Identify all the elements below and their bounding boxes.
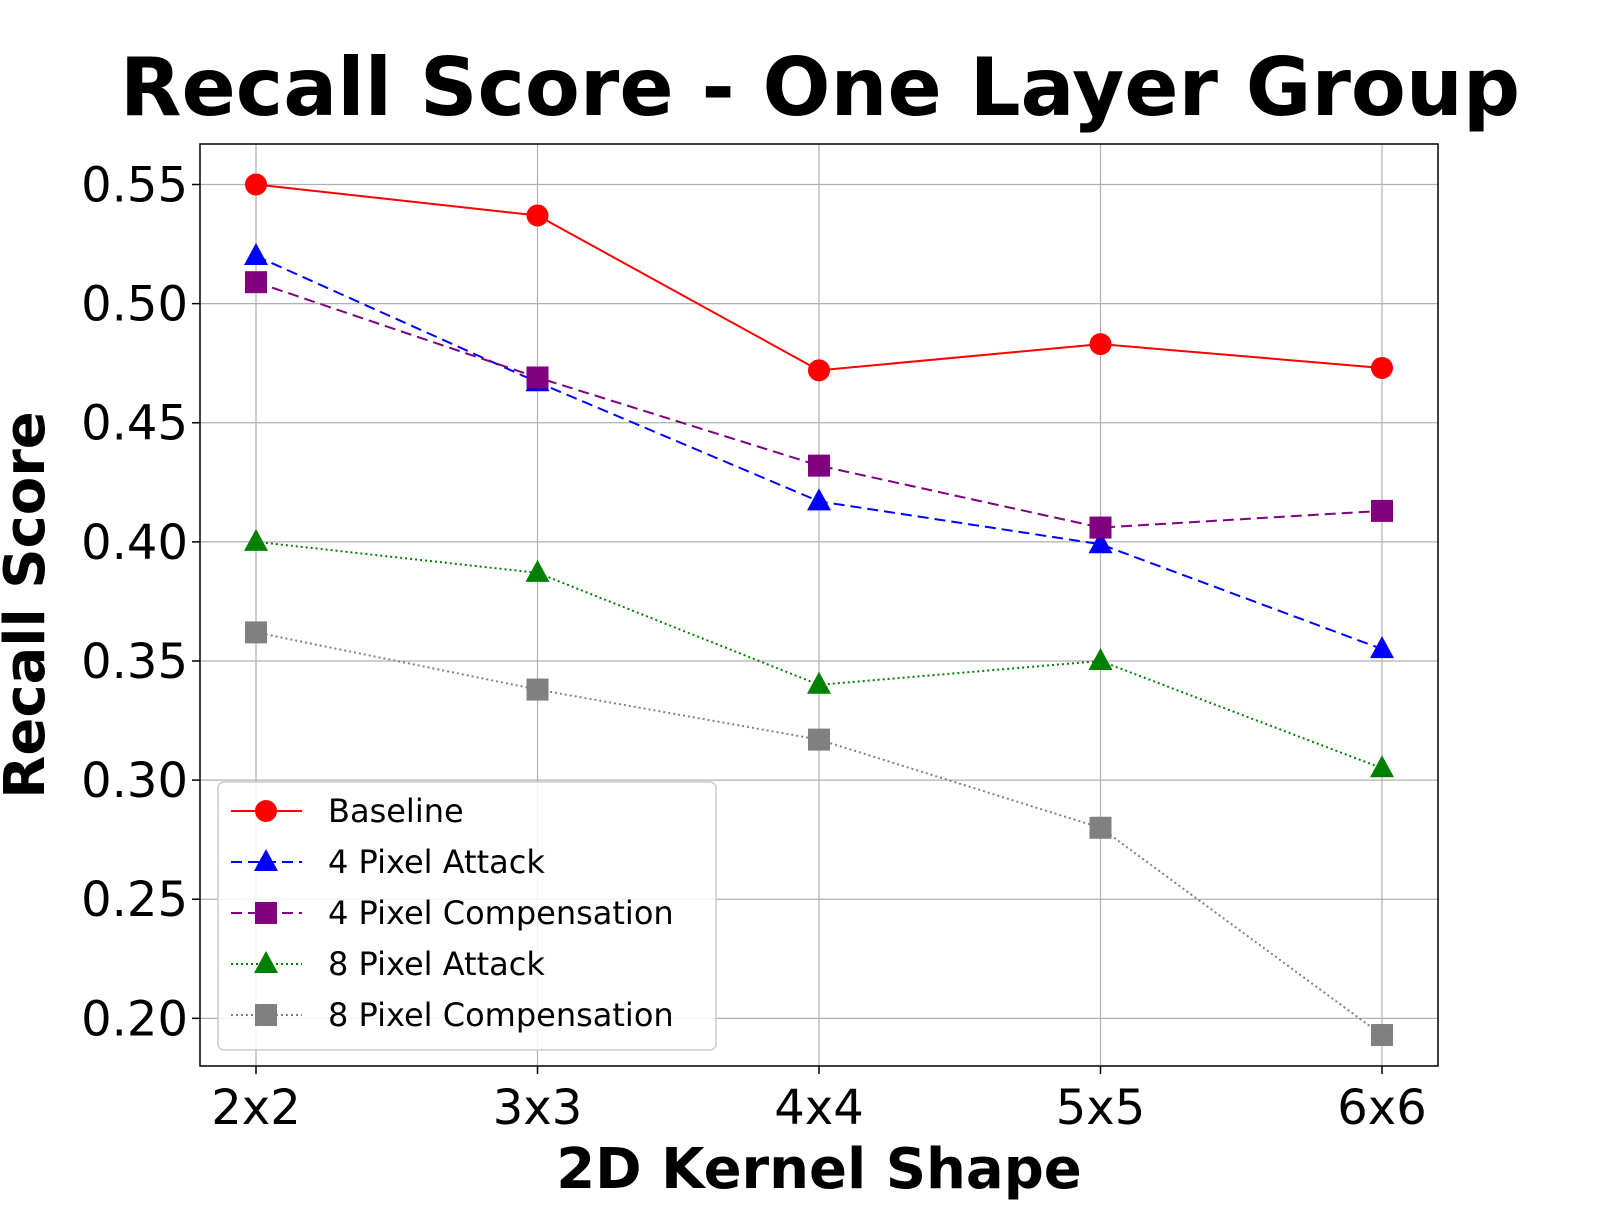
data-point	[245, 271, 267, 294]
series-4-pixel-compensation	[245, 271, 1393, 539]
y-tick-label: 0.25	[81, 872, 188, 928]
x-tick-label: 5x5	[1056, 1080, 1145, 1136]
data-point	[1089, 816, 1112, 839]
data-point	[808, 454, 830, 477]
chart-title: Recall Score - One Layer Group	[120, 41, 1520, 134]
legend-item-baseline: Baseline	[231, 792, 464, 830]
data-point	[1089, 333, 1112, 356]
data-point	[1088, 647, 1113, 670]
series-line	[255, 631, 1383, 1036]
data-point	[808, 728, 830, 751]
y-tick-label: 0.50	[81, 277, 188, 333]
legend-marker	[255, 902, 277, 924]
x-tick-label: 6x6	[1337, 1080, 1426, 1136]
legend-item-4-pixel-attack: 4 Pixel Attack	[231, 843, 545, 881]
y-tick-label: 0.40	[81, 515, 188, 571]
legend-label: 4 Pixel Attack	[328, 843, 545, 881]
series-baseline	[245, 173, 1393, 382]
legend-marker	[254, 849, 278, 871]
legend-label: 4 Pixel Compensation	[328, 894, 674, 932]
legend-label: Baseline	[328, 792, 464, 830]
data-point	[245, 621, 267, 644]
x-axis-label: 2D Kernel Shape	[556, 1137, 1082, 1200]
data-point	[1088, 531, 1113, 554]
legend: Baseline 4 Pixel Attack 4 Pixel Compensati…	[217, 781, 717, 1051]
y-tick-label: 0.55	[81, 158, 188, 214]
legend-item-8-pixel-compensation: 8 Pixel Compensation	[231, 996, 674, 1034]
data-point	[1370, 636, 1394, 659]
series-layer	[244, 173, 1394, 1047]
data-point	[526, 204, 549, 227]
y-tick-label: 0.30	[81, 753, 188, 809]
data-point	[244, 528, 268, 551]
x-tick-label: 4x4	[774, 1080, 863, 1136]
legend-item-4-pixel-compensation: 4 Pixel Compensation	[231, 894, 674, 932]
series-8-pixel-compensation	[245, 621, 1393, 1047]
legend-marker	[255, 1004, 277, 1026]
data-point	[1089, 516, 1112, 539]
legend-marker	[254, 951, 278, 973]
data-point	[526, 366, 549, 389]
data-point	[1371, 499, 1393, 522]
legend-item-8-pixel-attack: 8 Pixel Attack	[231, 945, 545, 983]
x-tick-label: 3x3	[493, 1080, 582, 1136]
legend-label: 8 Pixel Attack	[328, 945, 545, 983]
data-point	[807, 671, 831, 694]
data-point	[808, 359, 830, 382]
y-tick-label: 0.45	[81, 396, 188, 452]
data-point	[245, 173, 267, 196]
y-axis-label: Recall Score	[0, 411, 58, 799]
legend-marker	[255, 800, 277, 822]
legend-box	[217, 781, 717, 1051]
series-line	[255, 281, 1383, 529]
data-point	[1370, 755, 1394, 778]
y-tick-label: 0.35	[81, 634, 188, 690]
axis-ticks: 2x2 3x3 4x4 5x5 6x6 0.20 0.25 0.30 0.35 0.40 0.45 0…	[81, 158, 1427, 1136]
data-point	[807, 488, 831, 511]
y-tick-label: 0.20	[81, 991, 188, 1047]
data-point	[526, 678, 549, 701]
data-point	[1371, 1024, 1393, 1047]
legend-label: 8 Pixel Compensation	[328, 996, 674, 1034]
data-point	[244, 242, 268, 265]
x-tick-label: 2x2	[211, 1080, 300, 1136]
series-8-pixel-attack	[244, 528, 1394, 778]
data-point	[525, 559, 550, 582]
data-point	[1371, 356, 1393, 379]
